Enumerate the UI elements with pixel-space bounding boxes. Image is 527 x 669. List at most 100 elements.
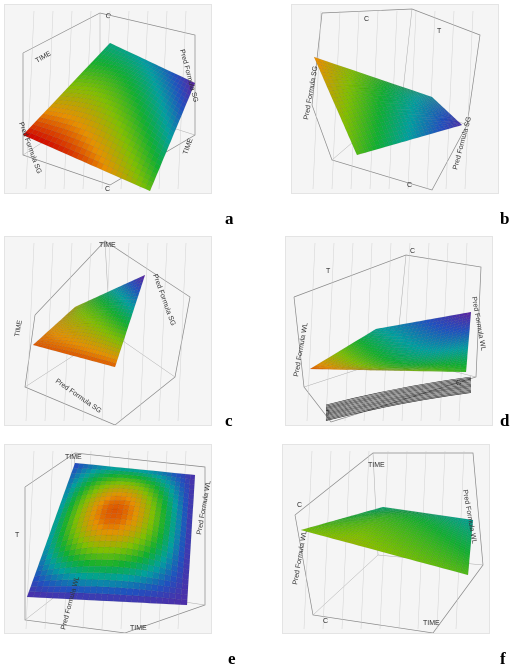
surface-cell	[113, 594, 121, 602]
axis-label-e-zright: Pred Formula WL	[196, 480, 212, 535]
surface-cell	[152, 470, 159, 475]
grid-line	[25, 450, 35, 630]
surface-cell	[157, 584, 165, 593]
surface-cell	[189, 81, 196, 88]
surface-cell	[140, 569, 148, 578]
surface-cell	[107, 553, 115, 561]
surface-cell	[165, 475, 172, 481]
surface-cell	[144, 589, 152, 597]
floor-contour-line	[325, 389, 472, 419]
floor-contour-line	[325, 382, 472, 412]
axis-label-a-time-right: TIME	[182, 137, 194, 155]
surface-cell	[123, 529, 131, 537]
floor-contour-line	[325, 377, 472, 407]
grid-line	[25, 10, 35, 190]
surface-cell	[189, 479, 195, 486]
surface-cell	[139, 582, 147, 591]
axis-label-d-zright: Pred Formula WL	[470, 296, 486, 351]
surface-cell	[447, 369, 455, 372]
surface-cell	[134, 568, 142, 577]
grid-line	[464, 10, 474, 190]
axis-label-c-time-top: TIME	[99, 242, 116, 249]
surface-cell	[124, 524, 131, 531]
surface-cell	[100, 593, 109, 602]
surface-cell	[122, 573, 130, 582]
axis-label-a-time-top: TIME	[35, 50, 53, 65]
floor-contour-d	[325, 376, 472, 421]
surface-cell	[117, 566, 125, 575]
surface-cell	[466, 311, 472, 316]
surface-cell	[111, 566, 119, 574]
panel-letter-f: f	[500, 649, 506, 668]
surface-cell	[121, 580, 129, 589]
surface-cell	[166, 472, 173, 477]
surface-cell	[157, 471, 163, 476]
grid-line	[25, 242, 35, 422]
surface-cell	[126, 514, 133, 521]
panel-letter-a: a	[225, 209, 234, 228]
panel-letter-e: e	[228, 649, 236, 668]
surface-cell	[128, 505, 135, 511]
surface-cell	[131, 595, 139, 603]
surface-cell	[128, 567, 136, 576]
axis-label-f-time-bottom: TIME	[423, 620, 440, 627]
surface-c	[32, 274, 146, 368]
surface-cell	[140, 274, 146, 280]
axis-label-d-t-top: T	[326, 268, 331, 275]
surface-cell	[117, 529, 125, 536]
axis-label-a-c-bottom: C	[105, 186, 110, 193]
surface-cell	[156, 597, 164, 604]
axis-label-f-c-left: C	[297, 502, 302, 509]
surface-cell	[150, 590, 158, 598]
plot-canvas-a: TIME C Pred Formula SG Pred Formula SG C…	[17, 10, 199, 193]
panel-letter-c: c	[225, 411, 233, 430]
surface-b	[313, 56, 463, 156]
surface-cell	[128, 574, 136, 583]
surface-cell	[189, 474, 196, 481]
surface-cell	[121, 541, 129, 549]
axis-label-b-zleft: Pred Formula SG	[303, 65, 319, 120]
floor-contour-line	[325, 392, 472, 421]
surface-cell	[113, 553, 121, 561]
surface-cell	[138, 589, 146, 597]
plot-canvas-b: C T Pred Formula SG Pred Formula SG C	[303, 8, 481, 191]
surface-cell	[189, 483, 195, 491]
floor-contour-line	[325, 380, 472, 409]
grid-line	[177, 242, 187, 422]
surface-cell	[123, 560, 132, 569]
surface-cell	[118, 560, 126, 568]
floor-contour-line	[325, 386, 472, 415]
axis-label-a-c-top: C	[104, 12, 111, 20]
surface-cell	[145, 583, 153, 591]
surface-d	[309, 311, 472, 373]
surface-cell	[168, 592, 176, 600]
surface-cell	[137, 595, 145, 603]
surface-cell	[102, 579, 111, 588]
surface-cell	[174, 593, 182, 600]
surface-f	[300, 506, 474, 576]
axis-label-e-time-top: TIME	[65, 454, 82, 461]
surface-cell	[133, 485, 140, 491]
surface-cell	[119, 518, 127, 525]
surface-cell	[180, 473, 186, 479]
floor-contour-line	[325, 391, 472, 420]
surface-cell	[126, 588, 134, 596]
surface-cell	[124, 554, 132, 562]
surface-cell	[156, 591, 164, 598]
surface-cell	[122, 535, 130, 543]
axis-label-f-c-bottom: C	[323, 618, 328, 625]
surface-cell	[95, 586, 104, 594]
surface-cell	[168, 598, 176, 605]
axis-label-b-c-bottom: C	[407, 182, 412, 189]
surface-cell	[185, 473, 191, 480]
surface-cell	[149, 596, 157, 604]
grid-line	[44, 10, 54, 190]
surface-plot-c: TIME Pred Formula SG TIME Pred Formula S…	[4, 236, 212, 426]
floor-contour-line	[325, 383, 472, 413]
surface-cell	[469, 519, 474, 523]
floor-contour-line	[325, 388, 472, 418]
panel-letter-b: b	[500, 209, 510, 228]
surface-cell	[125, 519, 132, 526]
surface-cell	[143, 596, 151, 604]
